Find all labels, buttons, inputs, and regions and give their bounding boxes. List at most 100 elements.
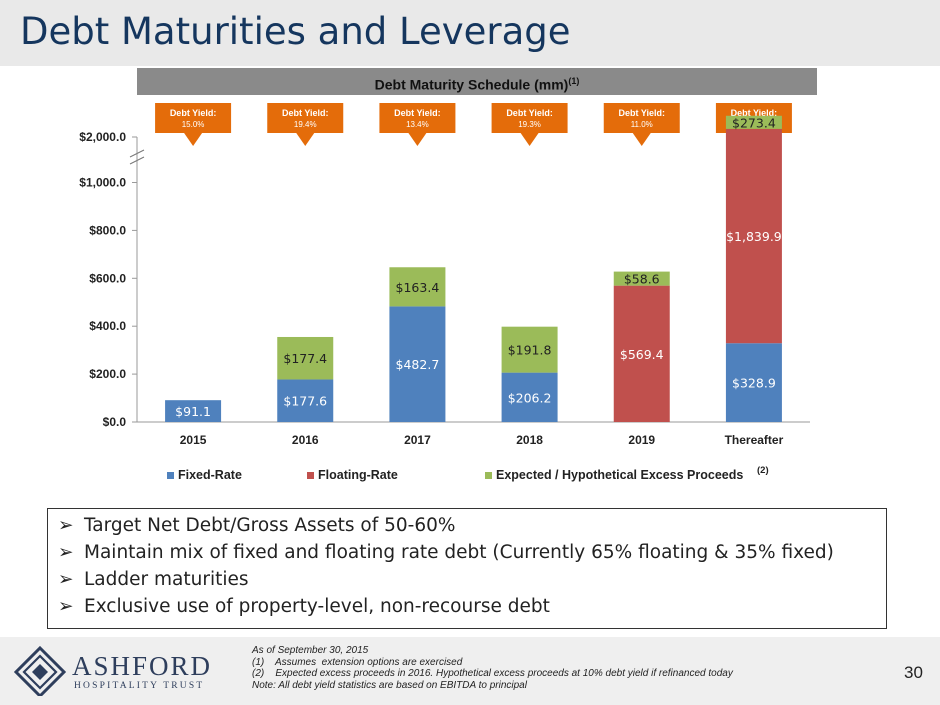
axis-break-mark bbox=[129, 156, 145, 165]
bar-segment bbox=[277, 336, 334, 380]
callout-arrow bbox=[632, 133, 651, 146]
footnote-line: As of September 30, 2015 bbox=[252, 645, 369, 656]
logo-name: ASHFORD bbox=[72, 651, 213, 681]
bar-segment bbox=[725, 128, 782, 344]
legend-footnote-ref: (2) bbox=[757, 465, 769, 476]
chart-header: Debt Maturity Schedule (mm)(1) bbox=[137, 68, 817, 95]
bar-segment bbox=[613, 285, 670, 422]
callout-box bbox=[155, 103, 232, 133]
y-tick-label: $1,000.0 bbox=[79, 176, 126, 190]
legend-swatch bbox=[167, 472, 174, 479]
bullet-text: Maintain mix of fixed and floating rate … bbox=[84, 542, 834, 563]
y-axis: $0.0 $200.0 $400.0 $600.0 $800.0 $1,000.0 $2,0… bbox=[79, 130, 810, 429]
callout-arrow bbox=[184, 133, 203, 146]
bar-segment bbox=[725, 343, 782, 422]
callout-value: 19.4% bbox=[294, 120, 317, 129]
footnote-line: (1) Assumes extension options are exerci… bbox=[252, 656, 463, 668]
y-tick-label: $0.0 bbox=[103, 415, 127, 429]
legend-swatch bbox=[485, 472, 492, 479]
bars: $91.1 $177.6 $177.4 $482.7 $163.4 $206.2 $191.… bbox=[165, 115, 782, 422]
data-label: $177.4 bbox=[283, 351, 327, 366]
legend: Fixed-Rate Floating-Rate Expected / Hypoth… bbox=[167, 465, 769, 482]
bullet-text: Ladder maturities bbox=[84, 569, 249, 590]
legend-label: Expected / Hypothetical Excess Proceeds bbox=[496, 468, 743, 482]
y-tick-label: $2,000.0 bbox=[79, 130, 126, 144]
callout-value: 19.3% bbox=[518, 120, 541, 129]
y-tick-label: $800.0 bbox=[89, 223, 126, 237]
axis-break-mark bbox=[129, 149, 145, 158]
page-number: 30 bbox=[904, 663, 923, 682]
slide-title: Debt Maturities and Leverage bbox=[20, 10, 571, 53]
data-label: $206.2 bbox=[508, 390, 552, 405]
bar-segment bbox=[725, 115, 782, 129]
data-label: $91.1 bbox=[175, 404, 211, 419]
callout-label: Debt Yield: bbox=[282, 108, 329, 118]
title-bar: Debt Maturities and Leverage bbox=[0, 0, 940, 66]
legend-swatch bbox=[307, 472, 314, 479]
data-label: $177.6 bbox=[283, 394, 327, 409]
callout-box bbox=[267, 103, 344, 133]
bar-segment bbox=[389, 306, 446, 422]
data-label: $191.8 bbox=[508, 343, 552, 358]
callout-value: 15.0% bbox=[182, 120, 205, 129]
x-axis-labels: 2015 2016 2017 2018 2019 Thereafter bbox=[180, 433, 784, 447]
x-tick-label: 2015 bbox=[180, 433, 207, 447]
bullet-item: ➢ Exclusive use of property-level, non-re… bbox=[58, 596, 550, 617]
callout-box bbox=[491, 103, 568, 133]
bar-segment bbox=[501, 326, 558, 373]
callout-label: Debt Yield: bbox=[394, 108, 441, 118]
debt-maturity-chart: Debt Yield: 15.0% Debt Yield: 19.4% Debt Yie… bbox=[79, 103, 810, 482]
chart-header-text: Debt Maturity Schedule (mm) bbox=[374, 76, 569, 93]
footnotes: As of September 30, 2015 (1) Assumes ext… bbox=[252, 645, 733, 691]
footnote-line: Note: All debt yield statistics are base… bbox=[252, 679, 527, 691]
logo-subtitle: HOSPITALITY TRUST bbox=[74, 681, 205, 691]
callout-label: Debt Yield: bbox=[731, 108, 778, 118]
x-tick-label: 2018 bbox=[516, 433, 543, 447]
bullet-item: ➢ Ladder maturities bbox=[58, 569, 249, 590]
x-tick-label: 2017 bbox=[404, 433, 431, 447]
data-label: $328.9 bbox=[732, 376, 776, 391]
x-tick-label: 2016 bbox=[292, 433, 319, 447]
legend-label: Fixed-Rate bbox=[178, 468, 242, 482]
bullet-text: Exclusive use of property-level, non-rec… bbox=[84, 596, 550, 617]
callout-arrow bbox=[408, 133, 427, 146]
x-tick-label: 2019 bbox=[628, 433, 655, 447]
bar-segment bbox=[389, 267, 446, 307]
callout-arrow bbox=[520, 133, 539, 146]
callout-label: Debt Yield: bbox=[506, 108, 553, 118]
arrow-bullet-icon: ➢ bbox=[58, 596, 74, 617]
callouts: Debt Yield: 15.0% Debt Yield: 19.4% Debt Yie… bbox=[155, 103, 792, 146]
data-label: $163.4 bbox=[396, 280, 440, 295]
bar-segment bbox=[613, 271, 670, 286]
data-label: $273.4 bbox=[732, 115, 776, 130]
y-tick-label: $200.0 bbox=[89, 367, 126, 381]
bar-segment bbox=[277, 379, 334, 422]
footer: ASHFORD HOSPITALITY TRUST As of Septembe… bbox=[0, 637, 940, 705]
data-label: $482.7 bbox=[396, 357, 440, 372]
bar-segment bbox=[165, 400, 222, 422]
y-tick-label: $400.0 bbox=[89, 319, 126, 333]
callout-label: Debt Yield: bbox=[170, 108, 217, 118]
ashford-logo-icon bbox=[14, 646, 66, 696]
data-label: $569.4 bbox=[620, 347, 664, 362]
y-tick-label: $600.0 bbox=[89, 271, 126, 285]
bullets-box: ➢ Target Net Debt/Gross Assets of 50-60% … bbox=[47, 508, 887, 629]
bullet-text: Target Net Debt/Gross Assets of 50-60% bbox=[84, 515, 456, 536]
bullet-item: ➢ Maintain mix of fixed and floating rate… bbox=[58, 542, 834, 563]
bullet-item: ➢ Target Net Debt/Gross Assets of 50-60% bbox=[58, 515, 455, 536]
arrow-bullet-icon: ➢ bbox=[58, 515, 74, 536]
callout-label: Debt Yield: bbox=[618, 108, 665, 118]
legend-label: Floating-Rate bbox=[318, 468, 398, 482]
callout-value: 11.0% bbox=[631, 120, 653, 129]
chart-header-footnote-ref: (1) bbox=[568, 76, 580, 86]
data-label: $58.6 bbox=[624, 272, 660, 287]
data-label: $1,839.9 bbox=[726, 229, 782, 244]
footnote-line: (2) Expected excess proceeds in 2016. Hy… bbox=[252, 668, 733, 679]
x-tick-label: Thereafter bbox=[725, 433, 784, 447]
arrow-bullet-icon: ➢ bbox=[58, 569, 74, 590]
callout-arrow bbox=[296, 133, 315, 146]
callout-box bbox=[379, 103, 456, 133]
callout-box bbox=[603, 103, 680, 133]
bar-segment bbox=[501, 372, 558, 422]
callout-value: 13.4% bbox=[406, 120, 429, 129]
